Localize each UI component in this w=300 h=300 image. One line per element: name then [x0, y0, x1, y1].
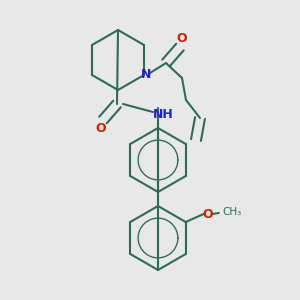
- Text: O: O: [96, 122, 106, 134]
- Text: N: N: [141, 68, 151, 82]
- Text: O: O: [177, 32, 187, 46]
- Text: O: O: [202, 208, 213, 220]
- Text: CH₃: CH₃: [223, 207, 242, 217]
- Text: NH: NH: [153, 107, 173, 121]
